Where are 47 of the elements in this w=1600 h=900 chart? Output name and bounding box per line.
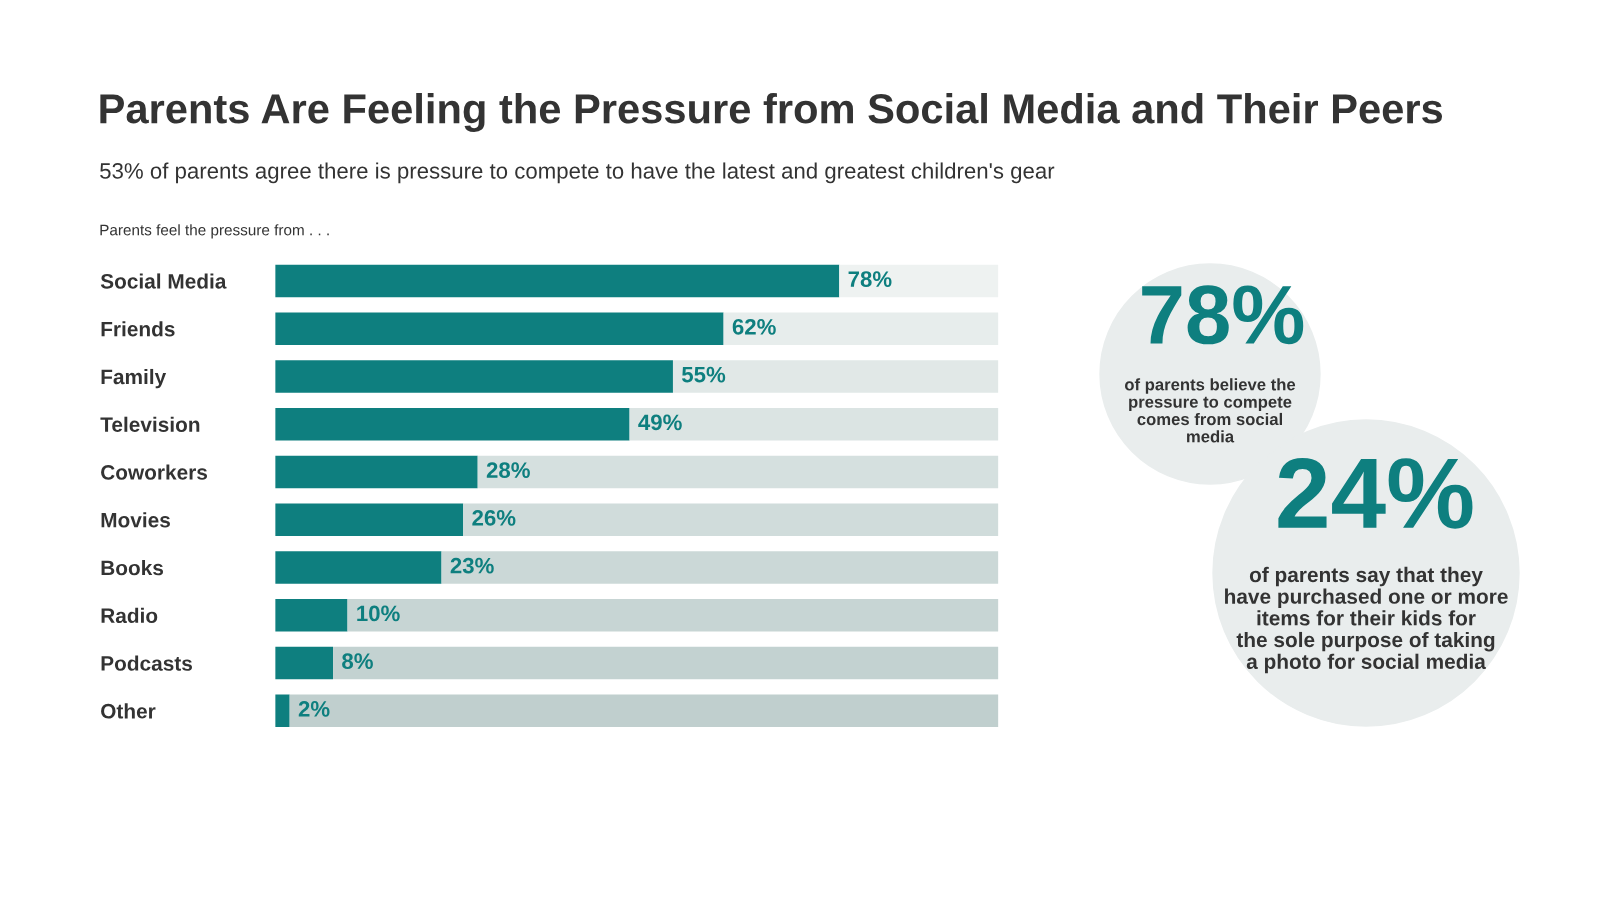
bar: [275, 408, 630, 441]
bar: [347, 599, 999, 632]
bar: [723, 312, 999, 345]
bar: [275, 264, 840, 298]
y-tick-label: Social Media: [100, 273, 227, 289]
bar: [672, 360, 999, 393]
bar: [441, 551, 999, 584]
text: Parents feel the pressure from . . .: [100, 224, 329, 239]
data-label: 55%: [681, 366, 726, 383]
bar: [289, 694, 999, 728]
chart-title: Parents Are Feeling the Pressure from Social Media and Their Peers: [100, 92, 1443, 133]
bar: [275, 503, 464, 537]
y-tick-label: Other: [101, 703, 156, 719]
y-tick-label: Friends: [101, 321, 175, 337]
data-label: 78%: [848, 271, 892, 287]
data-label: 26%: [472, 510, 516, 526]
data-label: 62%: [732, 318, 776, 335]
y-tick-label: Coworkers: [101, 464, 208, 480]
bar: [275, 599, 348, 632]
bar: [629, 408, 999, 441]
bar: [463, 503, 999, 537]
y-tick-label: Books: [101, 560, 164, 576]
y-tick-label: Radio: [101, 607, 158, 624]
y-tick-label: Movies: [101, 512, 170, 528]
text: 24%: [1278, 458, 1473, 529]
data-label: 49%: [638, 414, 682, 431]
data-label: 8%: [342, 653, 373, 670]
data-label: 23%: [450, 557, 494, 574]
bar: [275, 694, 290, 728]
y-tick-label: Television: [100, 416, 200, 433]
y-tick-label: Family: [101, 368, 167, 389]
data-label: 28%: [486, 462, 530, 478]
text: of parents believe the pressure to compete comes from social media: [1124, 378, 1296, 443]
y-tick-label: Podcasts: [101, 655, 192, 671]
bar: [275, 360, 673, 393]
data-label: 10%: [357, 605, 400, 622]
chart-subtitle: 53% of parents agree there is pressure to compete to have the latest and greatest children's gear: [100, 162, 1055, 184]
bar: [275, 312, 724, 345]
bar: [275, 646, 334, 680]
text: 78%: [1142, 285, 1304, 345]
bar: [275, 455, 478, 489]
bar: [839, 264, 999, 298]
text: of parents say that they have purchased one or more items for their kids for the sole purpose of taking a photo for social media: [1225, 566, 1508, 674]
bar: [333, 646, 999, 680]
bar: [477, 455, 999, 489]
data-label: 2%: [298, 701, 330, 717]
bar: [275, 551, 442, 584]
